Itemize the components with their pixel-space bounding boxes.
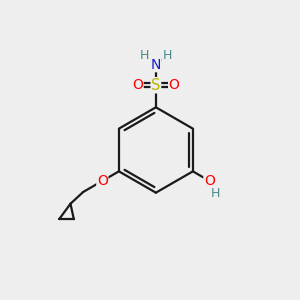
Text: N: N bbox=[151, 58, 161, 72]
Text: H: H bbox=[211, 187, 220, 200]
Text: O: O bbox=[132, 78, 143, 92]
Text: O: O bbox=[169, 78, 180, 92]
Text: O: O bbox=[97, 174, 108, 188]
Text: S: S bbox=[151, 78, 160, 93]
Text: H: H bbox=[140, 49, 149, 62]
Text: O: O bbox=[204, 174, 215, 188]
Text: H: H bbox=[162, 49, 172, 62]
